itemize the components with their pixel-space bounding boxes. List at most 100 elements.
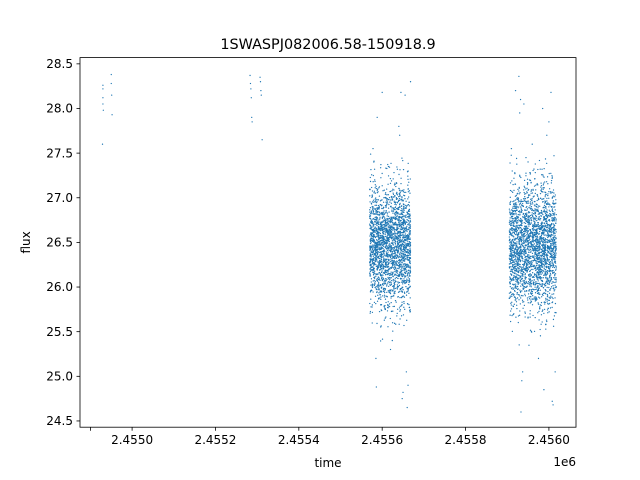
data-point [538,226,540,228]
data-point [510,148,513,150]
data-point [523,264,525,267]
data-point [387,207,390,209]
data-point [519,200,521,203]
data-point [389,317,391,320]
data-point [515,225,517,227]
data-point [545,290,547,292]
data-point [515,283,517,285]
data-point [406,230,408,233]
data-point [407,256,409,259]
data-point [380,239,383,241]
data-point [400,198,403,201]
data-point [553,214,555,216]
data-point [396,312,398,314]
data-point [526,297,529,299]
data-point [527,268,530,270]
data-point [509,162,511,164]
data-point [377,243,379,246]
data-point [523,304,526,307]
data-point [512,276,515,279]
data-point [530,206,533,208]
data-point [404,272,406,275]
data-point [519,214,521,216]
data-point [378,211,380,213]
data-point [509,270,511,273]
data-point [408,265,410,267]
data-point [547,260,549,262]
data-point [524,246,526,249]
data-point [518,259,520,261]
data-point [536,289,539,292]
data-point [551,176,553,178]
data-point [537,218,539,220]
data-point [549,272,552,275]
data-point [537,289,540,292]
data-point [545,273,547,275]
data-point [392,263,394,265]
data-point [520,267,523,269]
data-point [522,217,524,219]
data-point [377,225,380,228]
data-point [519,112,521,114]
data-point [374,250,376,252]
data-point [405,251,408,254]
data-point [547,193,549,195]
data-point [510,154,512,156]
data-point [398,266,400,268]
data-point [524,231,527,233]
data-point [548,172,550,175]
data-point [510,274,513,276]
data-point [375,286,377,288]
data-point [527,242,529,244]
data-point [402,254,404,256]
data-point [550,213,552,216]
data-point [525,192,527,195]
data-point [537,198,540,201]
data-point [408,244,410,246]
data-point [515,209,518,212]
data-point [402,274,405,276]
data-point [541,272,544,274]
data-point [397,242,400,244]
data-point [531,209,533,211]
data-point [537,357,540,360]
data-point [376,244,378,246]
data-point [514,89,517,92]
data-point [408,208,411,211]
data-point [407,248,409,251]
data-point [400,91,402,94]
data-point [396,232,398,234]
data-point [540,244,543,246]
data-point [386,249,389,252]
data-point [370,298,372,300]
data-point [393,232,395,235]
data-point [519,295,521,297]
data-point [399,305,401,307]
y-tick-label: 27.0 [46,191,73,205]
data-point [542,294,544,297]
data-point [542,175,544,177]
data-point [384,298,387,300]
data-point [540,189,542,191]
data-point [377,265,379,267]
data-point [385,295,387,297]
data-point [554,311,556,314]
data-point [519,220,521,222]
data-point [388,260,390,262]
data-point [518,186,520,189]
data-point [530,268,532,271]
data-point [528,254,530,256]
data-point [553,225,555,228]
data-point [382,267,385,269]
data-point [512,305,515,308]
data-point [387,272,389,274]
data-point [552,228,555,231]
data-point [399,194,401,197]
data-point [527,196,530,198]
data-point [513,287,515,289]
data-point [519,257,521,259]
data-point [511,229,514,231]
data-point [532,231,534,233]
data-point [517,288,519,290]
data-point [539,205,541,207]
